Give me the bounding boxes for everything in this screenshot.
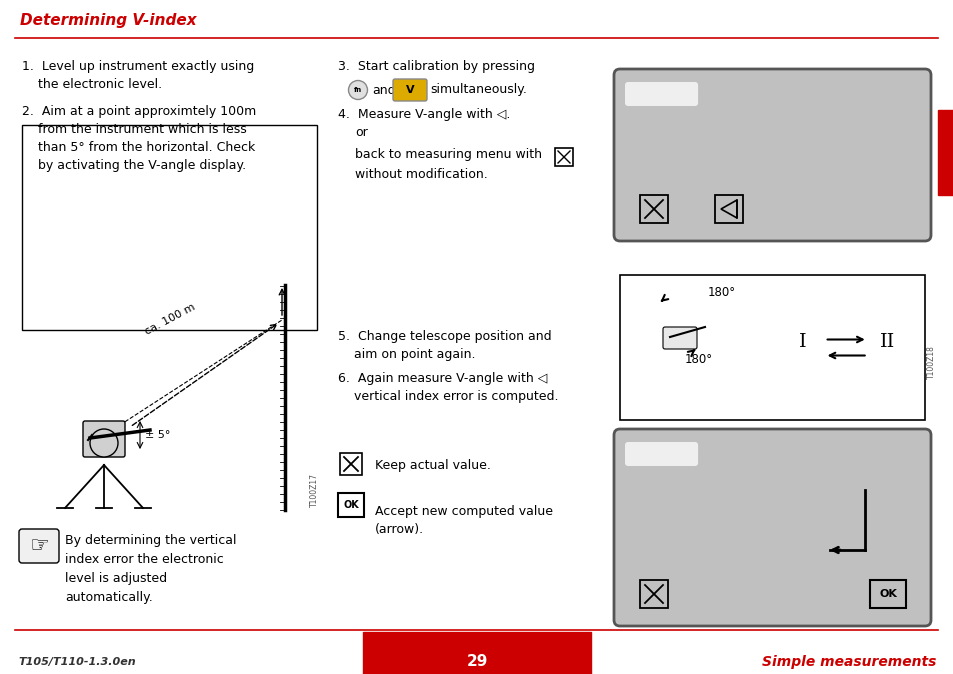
Text: Keep actual value.: Keep actual value. <box>375 458 491 472</box>
FancyBboxPatch shape <box>624 82 698 106</box>
Text: 29: 29 <box>466 654 487 669</box>
Circle shape <box>90 429 118 457</box>
Text: fn: fn <box>354 87 362 93</box>
Text: OK: OK <box>343 500 358 510</box>
Text: By determining the vertical
index error the electronic
level is adjusted
automat: By determining the vertical index error … <box>65 534 236 604</box>
Text: 2.  Aim at a point approximtely 100m
    from the instrument which is less
    t: 2. Aim at a point approximtely 100m from… <box>22 105 256 172</box>
Text: simultaneously.: simultaneously. <box>430 84 526 96</box>
Text: T105/T110-1.3.0en: T105/T110-1.3.0en <box>18 657 135 667</box>
FancyBboxPatch shape <box>83 421 125 457</box>
FancyBboxPatch shape <box>19 529 59 563</box>
Text: OK: OK <box>878 589 896 599</box>
Text: without modification.: without modification. <box>355 168 487 181</box>
Bar <box>714 195 742 223</box>
Text: 4.  Measure V-angle with ◁.: 4. Measure V-angle with ◁. <box>337 108 510 121</box>
Text: T100Z18: T100Z18 <box>926 345 935 379</box>
Text: 3.  Start calibration by pressing: 3. Start calibration by pressing <box>337 60 535 73</box>
Circle shape <box>348 80 367 100</box>
Bar <box>639 580 667 608</box>
Text: ± 5°: ± 5° <box>145 430 171 440</box>
Text: V: V <box>405 85 414 95</box>
Text: 180°: 180° <box>684 353 713 366</box>
Bar <box>22 125 316 330</box>
FancyBboxPatch shape <box>614 429 930 626</box>
Text: and: and <box>372 84 395 96</box>
Text: ca. 100 m: ca. 100 m <box>143 302 196 337</box>
Bar <box>339 453 361 475</box>
Text: Determining V-index: Determining V-index <box>20 13 196 28</box>
Bar <box>639 195 667 223</box>
Bar <box>937 110 953 195</box>
Text: 180°: 180° <box>707 286 736 299</box>
Text: 6.  Again measure V-angle with ◁
    vertical index error is computed.: 6. Again measure V-angle with ◁ vertical… <box>337 372 558 403</box>
Bar <box>337 493 364 517</box>
Bar <box>869 580 905 608</box>
Text: 1.  Level up instrument exactly using
    the electronic level.: 1. Level up instrument exactly using the… <box>22 60 254 91</box>
Text: II: II <box>879 334 894 352</box>
Bar <box>555 148 573 166</box>
Text: 5.  Change telescope position and
    aim on point again.: 5. Change telescope position and aim on … <box>337 330 551 361</box>
FancyBboxPatch shape <box>662 327 697 349</box>
FancyBboxPatch shape <box>393 79 427 101</box>
Text: back to measuring menu with: back to measuring menu with <box>355 148 541 161</box>
Text: I: I <box>798 334 805 352</box>
Text: Accept new computed value
(arrow).: Accept new computed value (arrow). <box>375 505 553 536</box>
FancyBboxPatch shape <box>624 442 698 466</box>
Text: T100Z17: T100Z17 <box>309 473 318 507</box>
FancyBboxPatch shape <box>614 69 930 241</box>
Text: or: or <box>355 126 367 139</box>
Text: Simple measurements: Simple measurements <box>760 655 935 669</box>
Text: ☞: ☞ <box>29 536 49 556</box>
Bar <box>363 632 590 674</box>
Bar <box>619 275 924 420</box>
